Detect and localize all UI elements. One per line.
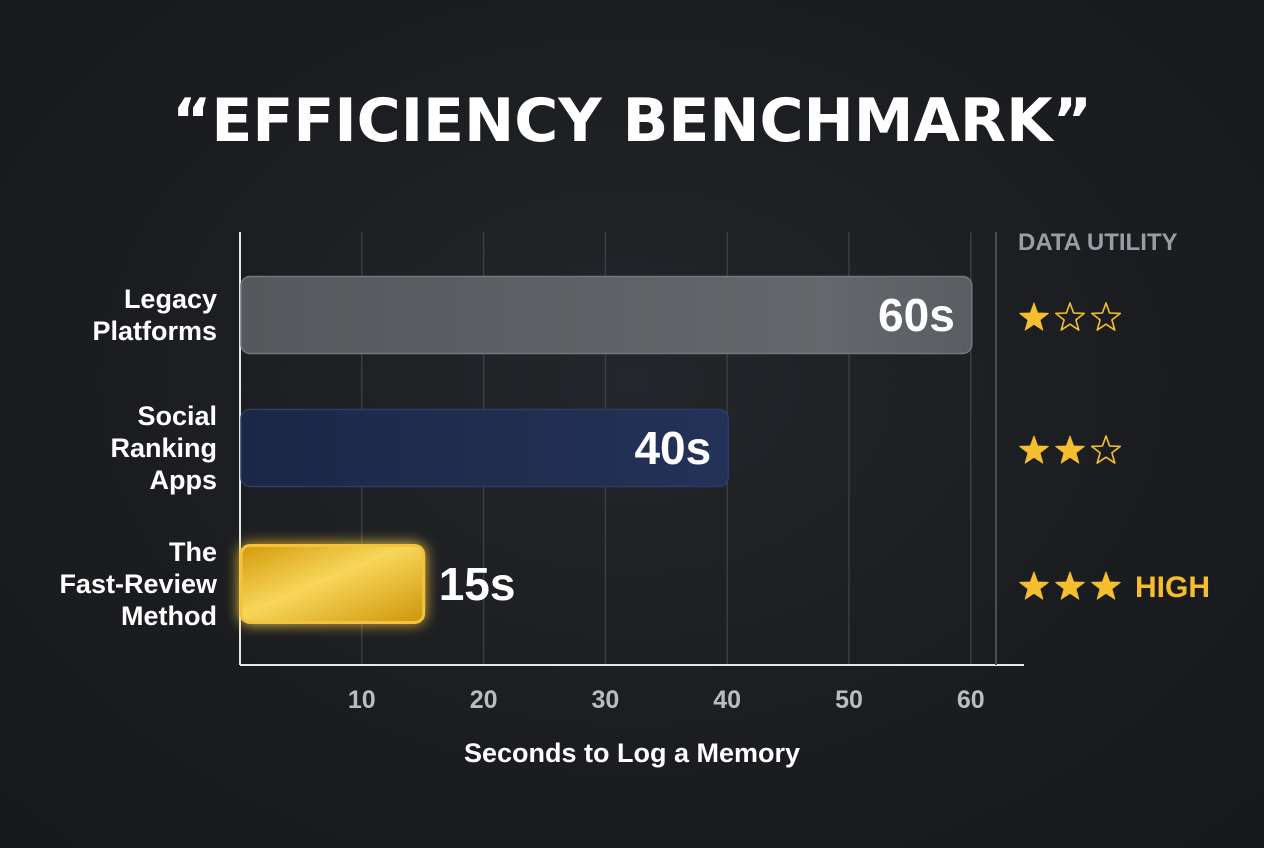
x-tick-50: 50 [835, 686, 863, 714]
bars: 60s 40s 15s [239, 275, 973, 624]
star-outline-icon [1090, 302, 1122, 331]
value-label-legacy-platforms: 60s [878, 289, 955, 341]
x-tick-10: 10 [348, 686, 376, 714]
star-outline-icon [1054, 302, 1086, 331]
value-label-fast-review-method: 15s [439, 558, 516, 610]
category-label-fast-review-method-line-1: The [169, 537, 217, 567]
star-filled-icon [1019, 435, 1049, 464]
x-tick-40: 40 [713, 686, 741, 714]
star-outline-icon [1090, 435, 1122, 464]
category-label-fast-review-method-line-3: Method [121, 601, 217, 631]
value-label-social-ranking-apps: 40s [634, 422, 711, 474]
bar-legacy-platforms [240, 275, 973, 355]
star-filled-icon [1055, 435, 1085, 464]
x-axis-title: Seconds to Log a Memory [464, 738, 800, 768]
data-utility-header: DATA UTILITY [1018, 229, 1178, 256]
category-label-social-ranking-apps-line-1: Social [137, 401, 217, 431]
category-label-fast-review-method-line-2: Fast-Review [59, 569, 218, 599]
category-label-social-ranking-apps-line-3: Apps [150, 465, 218, 495]
x-tick-30: 30 [591, 686, 619, 714]
star-filled-icon [1055, 571, 1085, 600]
x-tick-60: 60 [957, 686, 985, 714]
category-label-legacy-platforms-line-2: Platforms [92, 316, 217, 346]
x-tick-20: 20 [470, 686, 498, 714]
chart-title: “EFFICIENCY BENCHMARK” [172, 86, 1092, 156]
star-filled-icon [1091, 571, 1121, 600]
bar-social-ranking-apps [240, 408, 729, 488]
star-filled-icon [1019, 571, 1049, 600]
category-label-social-ranking-apps-line-2: Ranking [110, 433, 217, 463]
star-filled-icon [1019, 302, 1049, 331]
x-tick-labels: 10 20 30 40 50 60 [348, 686, 985, 714]
data-utility-ratings: HIGH [1019, 302, 1210, 604]
category-label-legacy-platforms-line-1: Legacy [124, 284, 217, 314]
bar-fast-review-method [239, 544, 426, 624]
utility-badge-fast-review-method: HIGH [1135, 571, 1210, 604]
